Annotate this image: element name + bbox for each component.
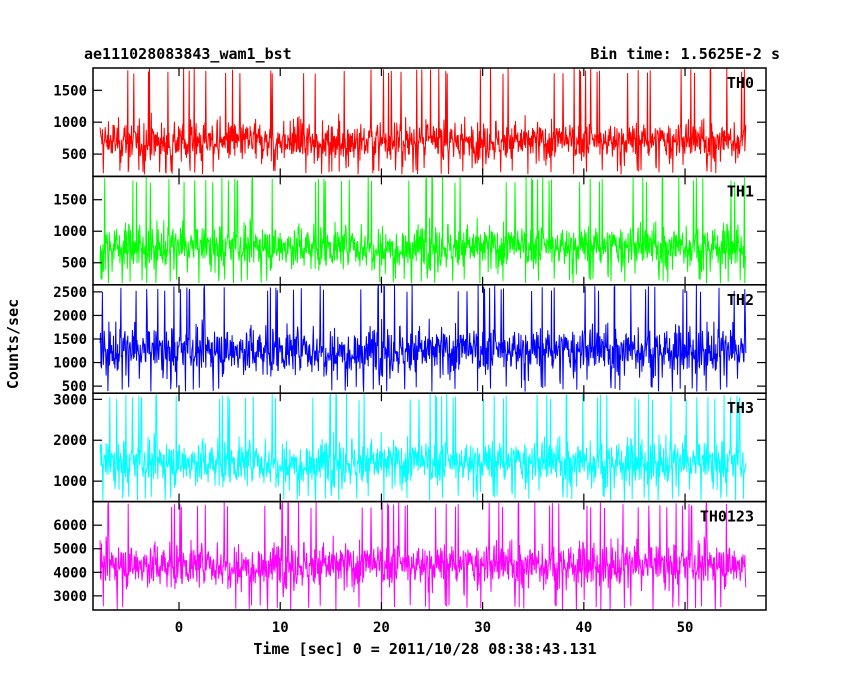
y-tick-label: 1000: [53, 356, 87, 372]
y-tick-label: 6000: [53, 518, 87, 534]
y-tick-label: 1500: [53, 193, 87, 209]
x-tick-label: 0: [175, 620, 183, 636]
y-tick-label: 2000: [53, 433, 87, 449]
series-line-th0: [99, 68, 747, 175]
y-tick-label: 1000: [53, 224, 87, 240]
chart-title-left: ae111028083843_wam1_bst: [84, 45, 292, 63]
y-tick-label: 3000: [53, 589, 87, 605]
y-tick-label: 1000: [53, 115, 87, 131]
panel-label-th0123: TH0123: [700, 508, 754, 526]
chart-title-right: Bin time: 1.5625E-2 s: [590, 45, 780, 63]
y-tick-label: 500: [62, 147, 87, 163]
y-tick-label: 5000: [53, 542, 87, 558]
y-tick-label: 1000: [53, 474, 87, 490]
x-tick-label: 20: [373, 620, 390, 636]
x-tick-label: 30: [474, 620, 491, 636]
panel-label-th3: TH3: [727, 399, 754, 417]
panel-label-th2: TH2: [727, 291, 754, 309]
y-tick-label: 500: [62, 379, 87, 395]
y-tick-label: 4000: [53, 565, 87, 581]
series-line-th3: [99, 393, 747, 501]
y-tick-label: 1500: [53, 83, 87, 99]
x-tick-label: 50: [677, 620, 694, 636]
y-axis-label: Counts/sec: [4, 299, 22, 389]
y-tick-label: 2000: [53, 308, 87, 324]
y-tick-label: 1500: [53, 332, 87, 348]
x-tick-label: 40: [575, 620, 592, 636]
x-tick-label: 10: [272, 620, 289, 636]
y-tick-label: 2500: [53, 285, 87, 301]
series-line-th2: [99, 284, 747, 392]
series-line-th1: [99, 176, 747, 284]
y-tick-label: 3000: [53, 392, 87, 408]
y-tick-label: 500: [62, 256, 87, 272]
series-line-th0123: [99, 501, 747, 610]
panel-label-th0: TH0: [727, 74, 754, 92]
panel-label-th1: TH1: [727, 182, 754, 200]
x-axis-label: Time [sec] 0 = 2011/10/28 08:38:43.131: [253, 640, 596, 658]
panel-frame-th0123: [92, 500, 767, 611]
